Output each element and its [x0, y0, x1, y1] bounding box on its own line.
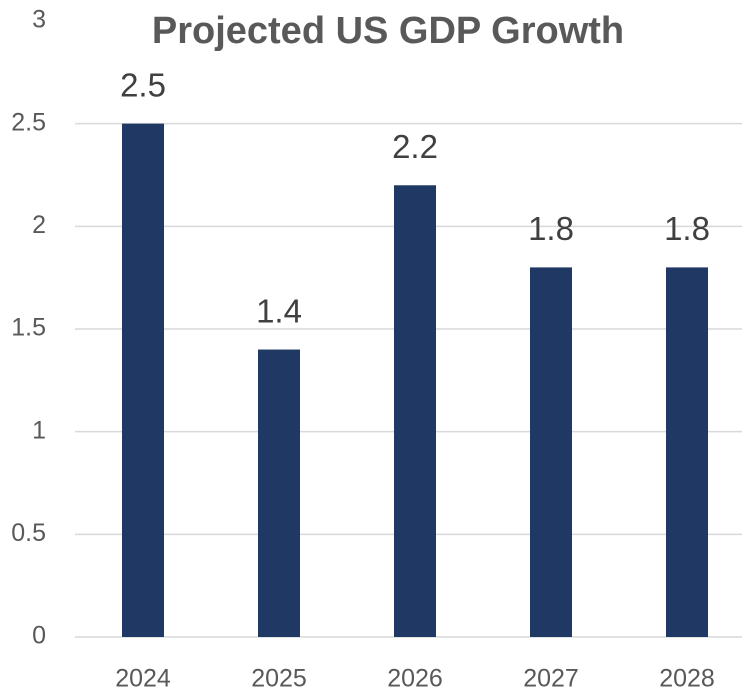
- y-tick-label: 2.5: [11, 108, 46, 136]
- data-label: 2.5: [120, 66, 166, 103]
- y-tick-label: 1.5: [11, 314, 46, 342]
- y-tick-label: 0.5: [11, 519, 46, 547]
- x-tick-label: 2027: [523, 665, 579, 693]
- y-tick-label: 0: [32, 622, 46, 650]
- bar: [394, 185, 436, 637]
- x-tick-label: 2028: [659, 665, 715, 693]
- y-tick-label: 3: [32, 6, 46, 34]
- x-tick-label: 2025: [251, 665, 307, 693]
- bar: [530, 267, 572, 637]
- x-tick-label: 2024: [115, 665, 171, 693]
- data-label: 1.4: [256, 292, 302, 329]
- chart-title: Projected US GDP Growth: [152, 10, 624, 52]
- bar: [258, 349, 300, 637]
- bar: [122, 123, 164, 637]
- y-tick-label: 1: [32, 416, 46, 444]
- bar: [666, 267, 708, 637]
- x-tick-label: 2026: [387, 665, 443, 693]
- data-label: 1.8: [528, 210, 574, 247]
- data-label: 1.8: [664, 210, 710, 247]
- data-label: 2.2: [392, 128, 438, 165]
- y-tick-label: 2: [32, 211, 46, 239]
